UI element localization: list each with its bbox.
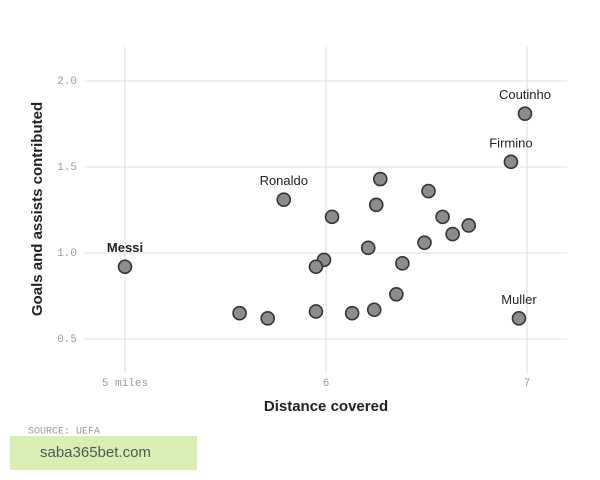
point xyxy=(445,226,460,242)
point xyxy=(117,259,133,275)
point xyxy=(511,311,527,326)
point xyxy=(276,192,292,207)
x-tick-label: 7 xyxy=(524,378,531,390)
y-tick-label: 1.0 xyxy=(57,248,77,260)
point xyxy=(421,183,436,199)
point xyxy=(260,311,276,326)
point xyxy=(372,171,388,187)
point xyxy=(308,304,324,319)
point xyxy=(366,302,382,318)
point xyxy=(308,259,324,275)
point xyxy=(324,209,340,225)
point xyxy=(232,305,247,321)
point-label: Messi xyxy=(107,240,143,255)
point xyxy=(417,235,432,250)
point xyxy=(360,240,376,256)
y-tick-label: 2.0 xyxy=(57,76,77,88)
point xyxy=(517,106,533,121)
point xyxy=(503,154,519,170)
x-tick-label: 6 xyxy=(323,378,330,390)
point xyxy=(368,197,384,213)
point-label: Coutinho xyxy=(499,87,551,102)
x-axis-title: Distance covered xyxy=(264,398,388,415)
y-tick-label: 0.5 xyxy=(57,334,77,346)
point xyxy=(395,256,410,271)
point-label: Firmino xyxy=(489,135,532,150)
watermark-box xyxy=(10,436,197,470)
y-tick-label: 1.5 xyxy=(57,162,77,174)
point xyxy=(389,286,404,302)
point-label: Ronaldo xyxy=(260,173,308,188)
y-axis-title: Goals and assists contributed xyxy=(29,102,46,316)
point xyxy=(344,305,360,321)
point xyxy=(461,218,477,233)
source: SOURCE: UEFA xyxy=(28,427,100,438)
point-label: Muller xyxy=(501,292,537,307)
x-tick-label: 5 miles xyxy=(102,378,148,390)
watermark: saba365bet.com xyxy=(40,444,151,461)
point xyxy=(435,209,450,225)
